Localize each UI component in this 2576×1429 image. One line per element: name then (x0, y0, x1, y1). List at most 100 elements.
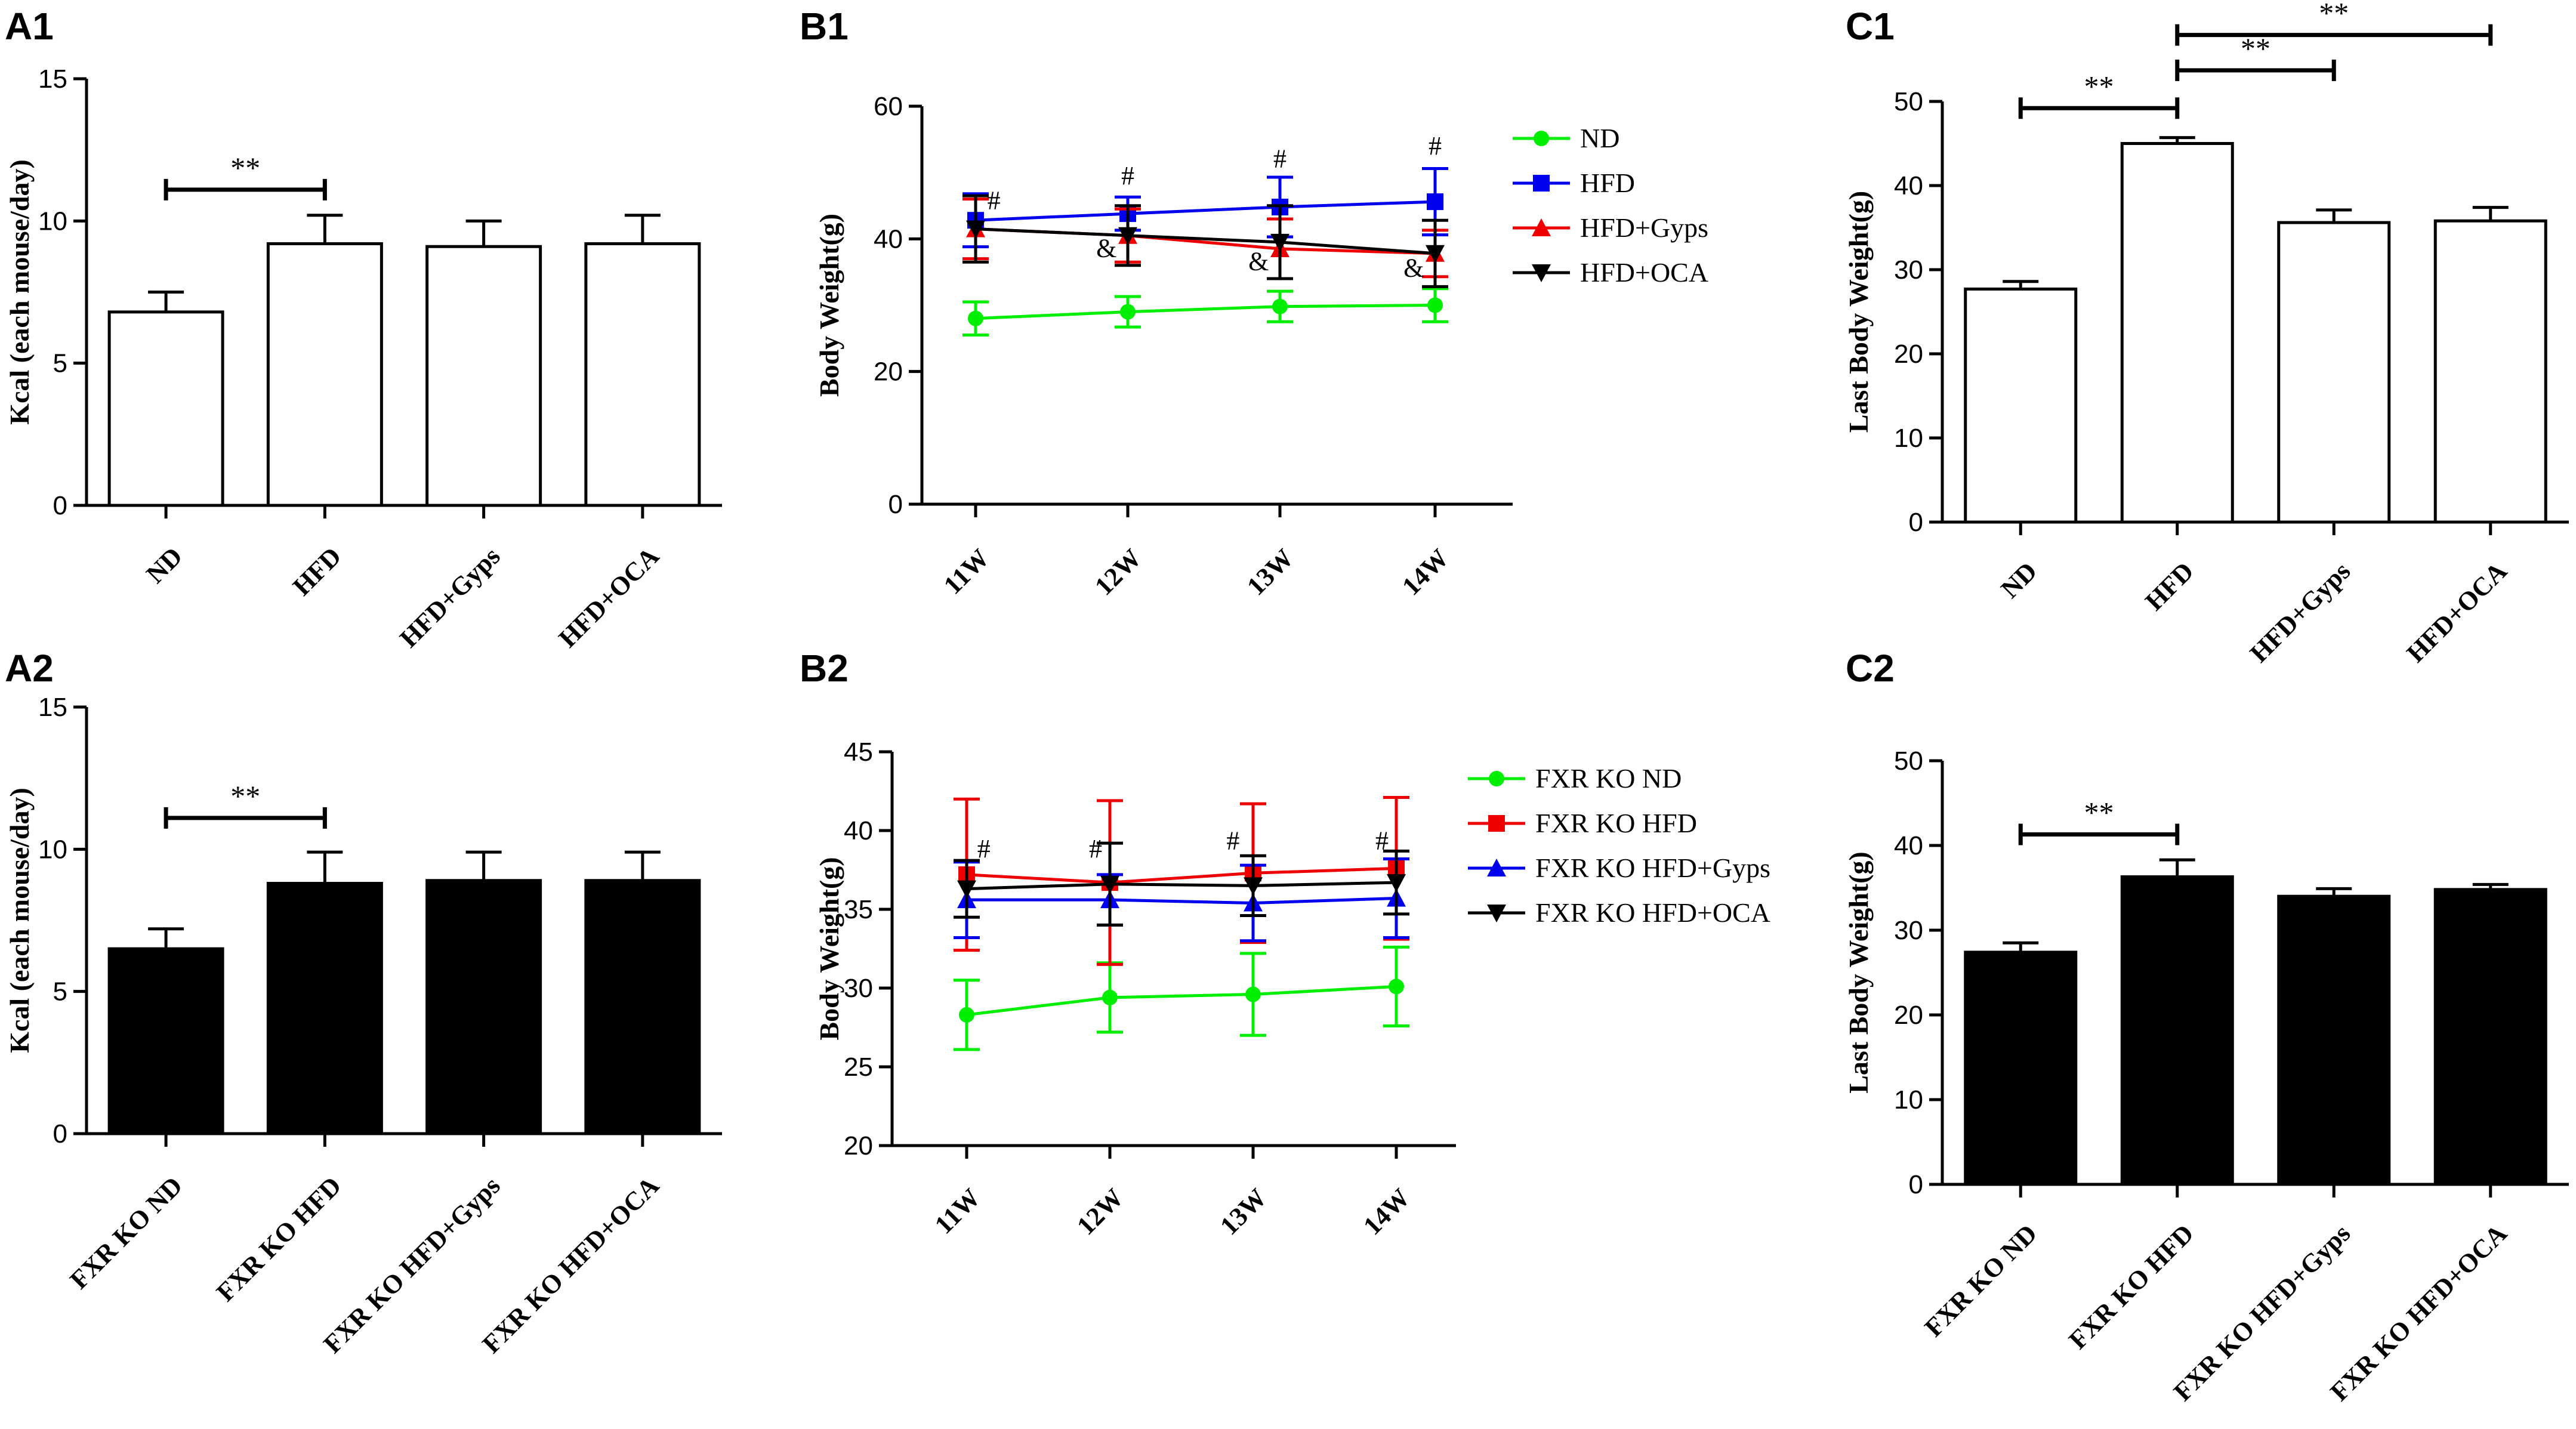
y-tick-label: 60 (874, 92, 903, 121)
data-point (966, 220, 985, 239)
data-point (1118, 227, 1137, 245)
y-tick-label: 50 (1894, 87, 1923, 116)
category-label: ND (1995, 556, 2043, 604)
legend-marker (1488, 815, 1505, 832)
data-point (1272, 298, 1288, 314)
category-label: HFD (287, 541, 347, 601)
y-axis-label: Kcal (each mouse/day) (4, 788, 35, 1053)
legend-marker (1534, 131, 1549, 146)
series-line (975, 200, 1436, 222)
category-label: ND (141, 541, 189, 589)
bar (584, 242, 701, 507)
panel-b2: B2 20 25 30 35 40 45 Body Weight(g) 11W 12W 13W 14W… (800, 647, 1770, 1240)
x-tick-label: 11W (929, 1183, 986, 1239)
y-axis-label: Body Weight(g) (814, 214, 844, 397)
annotation: & (1096, 233, 1116, 263)
significance-label: ** (2084, 69, 2114, 103)
category-label: FXR KO ND (64, 1171, 188, 1294)
category-label: FXR KO ND (1919, 1218, 2043, 1342)
data-point (1270, 233, 1289, 252)
y-tick-label: 15 (38, 64, 67, 94)
legend-label: FXR KO HFD+Gyps (1535, 853, 1770, 883)
bar (2277, 221, 2391, 524)
annotation: # (1121, 161, 1134, 190)
bar (1964, 287, 2078, 524)
data-point (1102, 989, 1118, 1005)
bar (2433, 888, 2547, 1186)
y-tick-label: 0 (1909, 508, 1923, 537)
legend-marker (1532, 264, 1551, 282)
bar (2120, 875, 2234, 1186)
significance-label: ** (230, 151, 260, 184)
legend-marker (1489, 771, 1504, 786)
category-label: HFD+OCA (553, 541, 665, 653)
bar (107, 947, 224, 1135)
category-label: FXR KO HFD (211, 1171, 347, 1307)
y-tick-label: 40 (1894, 171, 1923, 200)
annotation: & (1403, 254, 1424, 283)
bar (266, 882, 383, 1135)
bar (425, 879, 542, 1135)
series-fxr-ko-hfd (954, 796, 1409, 966)
y-axis-label: Last Body Weight(g) (1843, 191, 1874, 433)
annotation: # (977, 834, 991, 863)
data-point (1387, 874, 1406, 893)
y-tick-label: 10 (38, 206, 67, 236)
category-label: FXR KO HFD (2063, 1218, 2199, 1354)
significance-label: ** (2319, 0, 2349, 30)
panel-b1: B1 0 20 40 60 Body Weight(g) 11W 12W 13W 14W ND HFD… (800, 5, 1708, 601)
annotation: # (1089, 834, 1102, 863)
category-label: FXR KO HFD+OCA (477, 1171, 665, 1359)
panel-label: B2 (800, 647, 849, 690)
y-tick-label: 30 (1894, 255, 1923, 285)
panel-label: C2 (1846, 647, 1895, 690)
x-tick-label: 13W (1214, 1183, 1272, 1240)
data-point (1100, 875, 1119, 894)
legend-marker (1487, 859, 1506, 876)
bar (2277, 894, 2391, 1186)
legend-label: HFD+OCA (1580, 257, 1708, 288)
y-tick-label: 0 (53, 491, 67, 520)
y-tick-label: 10 (1894, 424, 1923, 453)
legend-marker (1487, 905, 1506, 922)
y-tick-label: 5 (53, 349, 67, 378)
y-tick-label: 10 (1894, 1085, 1923, 1115)
series-nd (962, 287, 1448, 337)
significance-label: ** (2084, 796, 2114, 829)
panel-c2: C2 0 10 20 30 40 50 Last Body Weight(g) FXR KO N… (1843, 647, 2569, 1407)
y-tick-label: 5 (53, 977, 67, 1007)
data-point (1426, 245, 1445, 263)
y-tick-label: 40 (874, 224, 903, 254)
data-point (1120, 304, 1136, 320)
bar (425, 245, 542, 507)
significance-label: ** (230, 779, 260, 813)
category-label: FXR KO HFD+OCA (2325, 1218, 2513, 1406)
category-label: HFD+Gyps (394, 541, 505, 653)
category-label: FXR KO HFD+Gyps (2168, 1218, 2356, 1406)
series-line (966, 866, 1397, 884)
series-line (966, 984, 1397, 1017)
y-tick-label: 30 (1894, 916, 1923, 945)
bar (2120, 142, 2234, 524)
data-point (1245, 986, 1261, 1002)
y-tick-label: 40 (844, 816, 873, 845)
legend-marker (1532, 218, 1551, 236)
data-point (1389, 979, 1404, 995)
y-tick-label: 0 (1909, 1170, 1923, 1199)
series-line (966, 881, 1397, 891)
panel-label: A1 (5, 5, 54, 48)
y-tick-label: 30 (844, 974, 873, 1003)
x-tick-label: 14W (1396, 543, 1454, 601)
y-axis-label: Kcal (each mouse/day) (4, 159, 35, 425)
annotation: # (1375, 826, 1389, 856)
x-tick-label: 14W (1358, 1183, 1415, 1240)
y-tick-label: 25 (844, 1053, 873, 1082)
y-tick-label: 40 (1894, 831, 1923, 860)
annotation: # (1429, 131, 1442, 161)
series-line (967, 897, 1397, 905)
category-label: HFD+Gyps (2244, 556, 2356, 668)
y-axis-label: Last Body Weight(g) (1843, 851, 1874, 1094)
bar (1964, 950, 2078, 1186)
data-point (1244, 877, 1263, 896)
